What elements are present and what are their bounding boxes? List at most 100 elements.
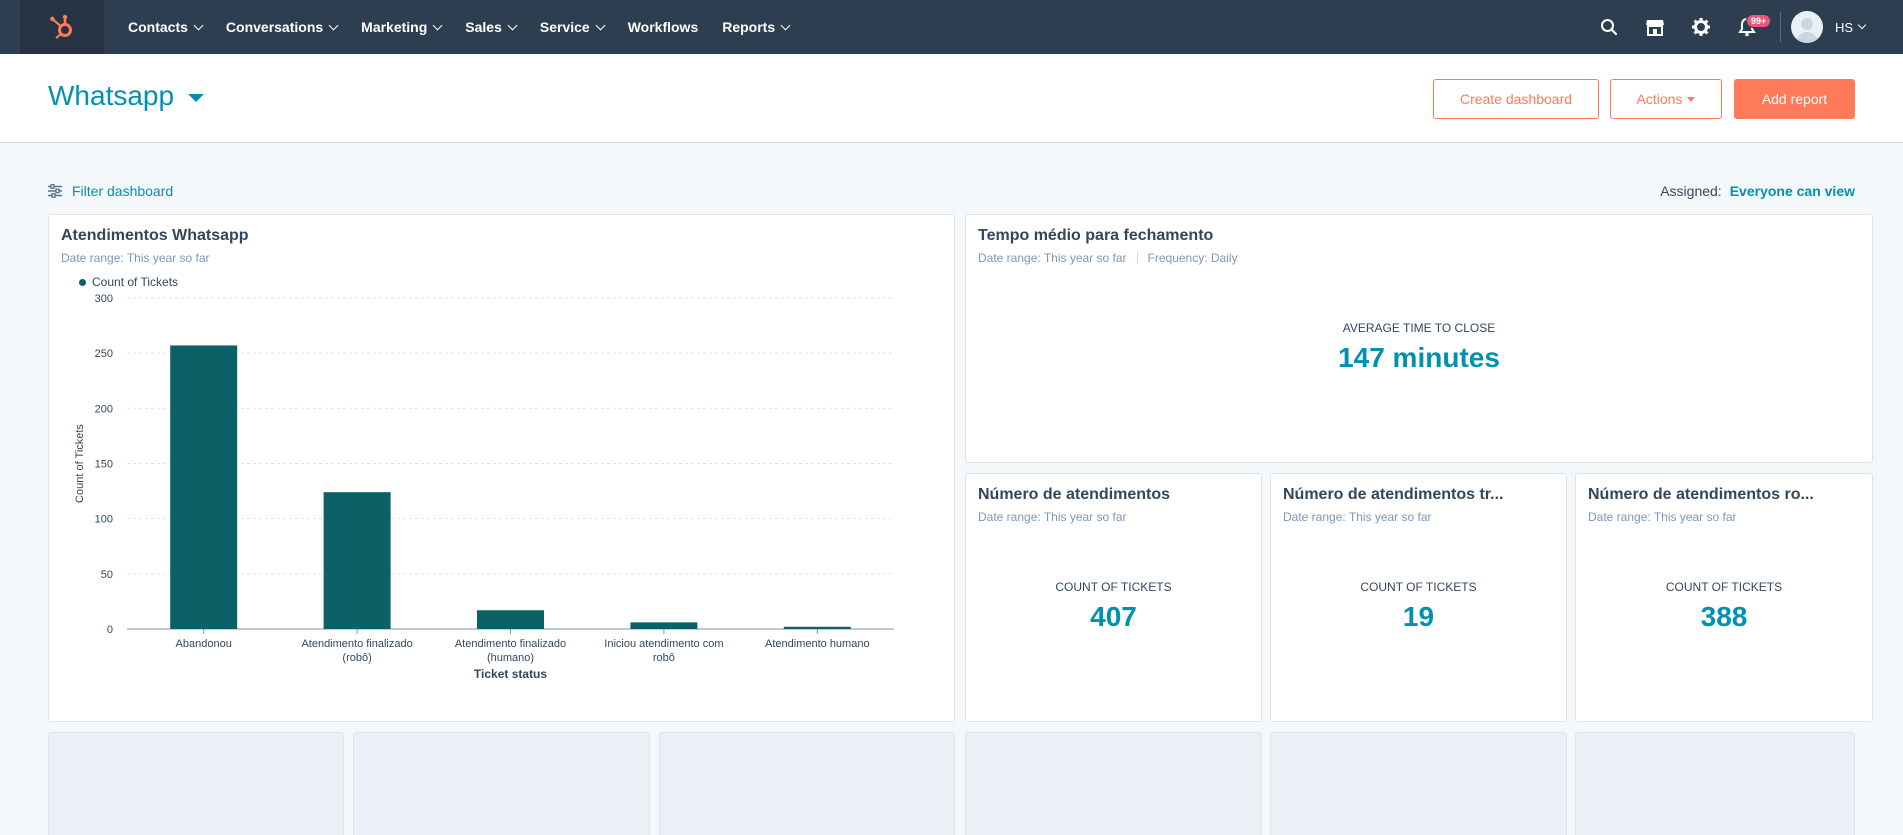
notification-count-badge: 99+ [1745, 14, 1772, 28]
chevron-down-icon [432, 20, 443, 30]
hubspot-logo-icon[interactable] [20, 0, 104, 54]
actions-label: Actions [1636, 91, 1683, 107]
legend-swatch [79, 278, 86, 286]
report-date-range: Date range: This year so far [978, 510, 1127, 524]
report-title[interactable]: Tempo médio para fechamento [978, 227, 1214, 244]
caret-down-icon [1687, 96, 1696, 102]
chart-legend: Count of Tickets [79, 275, 178, 289]
kpi-value: 147 minutes [1338, 342, 1500, 373]
search-icon[interactable] [1586, 0, 1632, 54]
bar[interactable] [783, 626, 851, 629]
bar[interactable] [477, 610, 544, 629]
report-card-numero-atendimentos[interactable]: Número de atendimentos Date range: This … [965, 473, 1262, 722]
date-range-text: Date range: This year so far [978, 510, 1127, 524]
nav-item-label: Sales [465, 19, 502, 35]
assigned-value-link[interactable]: Everyone can view [1729, 183, 1855, 199]
report-card-tempo-medio[interactable]: Tempo médio para fechamento Date range: … [965, 214, 1873, 463]
loading-report-placeholder [48, 732, 344, 835]
report-title[interactable]: Atendimentos Whatsapp [61, 227, 249, 244]
date-range-text: Date range: This year so far [61, 251, 210, 265]
nav-item-sales[interactable]: Sales [453, 0, 528, 54]
filter-dashboard-link[interactable]: Filter dashboard [48, 183, 173, 199]
notifications-bell-icon[interactable]: 99+ [1724, 0, 1772, 54]
loading-report-placeholder [965, 732, 1262, 835]
kpi-label: COUNT OF TICKETS [1665, 580, 1783, 594]
nav-item-conversations[interactable]: Conversations [214, 0, 349, 54]
dashboard-title: Whatsapp [48, 80, 175, 111]
nav-item-label: Workflows [627, 19, 699, 35]
y-tick-label: 0 [107, 624, 113, 636]
y-axis-title: Count of Tickets [74, 424, 86, 503]
loading-report-placeholder [353, 732, 650, 835]
bar[interactable] [323, 492, 391, 629]
chevron-down-icon [1857, 20, 1867, 30]
create-dashboard-button[interactable]: Create dashboard [1433, 79, 1599, 119]
frequency-text: Frequency: Daily [1147, 251, 1238, 265]
chevron-down-icon [595, 20, 606, 30]
assigned-label: Assigned: [1660, 183, 1722, 199]
loading-report-placeholder [1575, 732, 1855, 835]
chevron-down-icon [507, 20, 518, 30]
nav-item-marketing[interactable]: Marketing [349, 0, 453, 54]
assigned-visibility: Assigned: Everyone can view [1660, 183, 1855, 199]
x-tick-label: Atendimento humano [765, 638, 870, 650]
x-tick-label: (humano) [487, 652, 534, 664]
legend-label: Count of Tickets [92, 275, 179, 289]
actions-button[interactable]: Actions [1610, 79, 1722, 119]
filter-sliders-icon [48, 184, 62, 198]
avatar [1790, 11, 1823, 43]
date-range-text: Date range: This year so far [978, 251, 1127, 265]
report-date-range: Date range: This year so far [61, 251, 210, 265]
main-menu: Contacts Conversations Marketing Sales Servi… [116, 0, 801, 54]
caret-down-icon [188, 94, 205, 102]
report-date-range: Date range: This year so far [1283, 510, 1432, 524]
x-tick-label: Atendimento finalizado [455, 638, 566, 650]
dashboard-selector[interactable]: Whatsapp [48, 80, 205, 112]
dashboard-header: Whatsapp Create dashboard Actions Add re… [0, 54, 1903, 143]
x-tick-label: (robô) [342, 652, 371, 664]
marketplace-icon[interactable] [1632, 0, 1678, 54]
kpi-value: 407 [1090, 601, 1137, 632]
kpi-label: COUNT OF TICKETS [1360, 580, 1477, 594]
report-title[interactable]: Número de atendimentos tr... [1283, 486, 1504, 503]
kpi-value: 388 [1700, 601, 1748, 632]
nav-item-service[interactable]: Service [528, 0, 616, 54]
filter-dashboard-label: Filter dashboard [72, 183, 174, 199]
add-report-button[interactable]: Add report [1734, 79, 1855, 119]
nav-divider [1779, 12, 1781, 42]
loading-report-placeholder [659, 732, 955, 835]
nav-item-reports[interactable]: Reports [710, 0, 801, 54]
bar-chart: 0 50 100 150 200 250 300 Abandonou Atendimento f… [74, 293, 894, 681]
nav-item-label: Conversations [225, 19, 324, 35]
kpi-label: AVERAGE TIME TO CLOSE [1342, 321, 1496, 335]
bar[interactable] [630, 622, 698, 629]
nav-item-contacts[interactable]: Contacts [116, 0, 214, 54]
x-tick-label: robô [653, 652, 675, 664]
report-card-numero-atendimentos-ro[interactable]: Número de atendimentos ro... Date range:… [1575, 473, 1873, 722]
x-tick-label: Abandonou [176, 638, 232, 650]
top-navigation: Contacts Conversations Marketing Sales Servi… [0, 0, 1903, 54]
report-title[interactable]: Número de atendimentos [978, 486, 1171, 503]
chevron-down-icon [328, 20, 339, 30]
date-range-text: Date range: This year so far [1588, 510, 1737, 524]
nav-item-workflows[interactable]: Workflows [616, 0, 711, 54]
create-dashboard-label: Create dashboard [1459, 91, 1573, 107]
account-menu[interactable]: HS [1790, 11, 1903, 43]
report-card-numero-atendimentos-tr[interactable]: Número de atendimentos tr... Date range:… [1270, 473, 1567, 722]
bar[interactable] [170, 345, 238, 629]
x-tick-label: Iniciou atendimento com [604, 638, 723, 650]
report-date-range: Date range: This year so far [1588, 510, 1737, 524]
x-axis-title: Ticket status [474, 667, 547, 681]
report-title[interactable]: Número de atendimentos ro... [1588, 486, 1814, 503]
report-card-atendimentos-whatsapp[interactable]: Atendimentos Whatsapp Date range: This y… [48, 214, 955, 722]
nav-item-label: Marketing [361, 19, 428, 35]
account-initials: HS [1834, 19, 1853, 35]
divider [1136, 252, 1138, 264]
x-tick-label: Atendimento finalizado [301, 638, 412, 650]
kpi-value: 19 [1402, 601, 1435, 632]
y-tick-label: 300 [95, 293, 113, 305]
loading-report-placeholder [1270, 732, 1567, 835]
date-range-text: Date range: This year so far [1283, 510, 1432, 524]
report-date-range: Date range: This year so far Frequency: … [978, 251, 1238, 265]
settings-gear-icon[interactable] [1678, 0, 1724, 54]
